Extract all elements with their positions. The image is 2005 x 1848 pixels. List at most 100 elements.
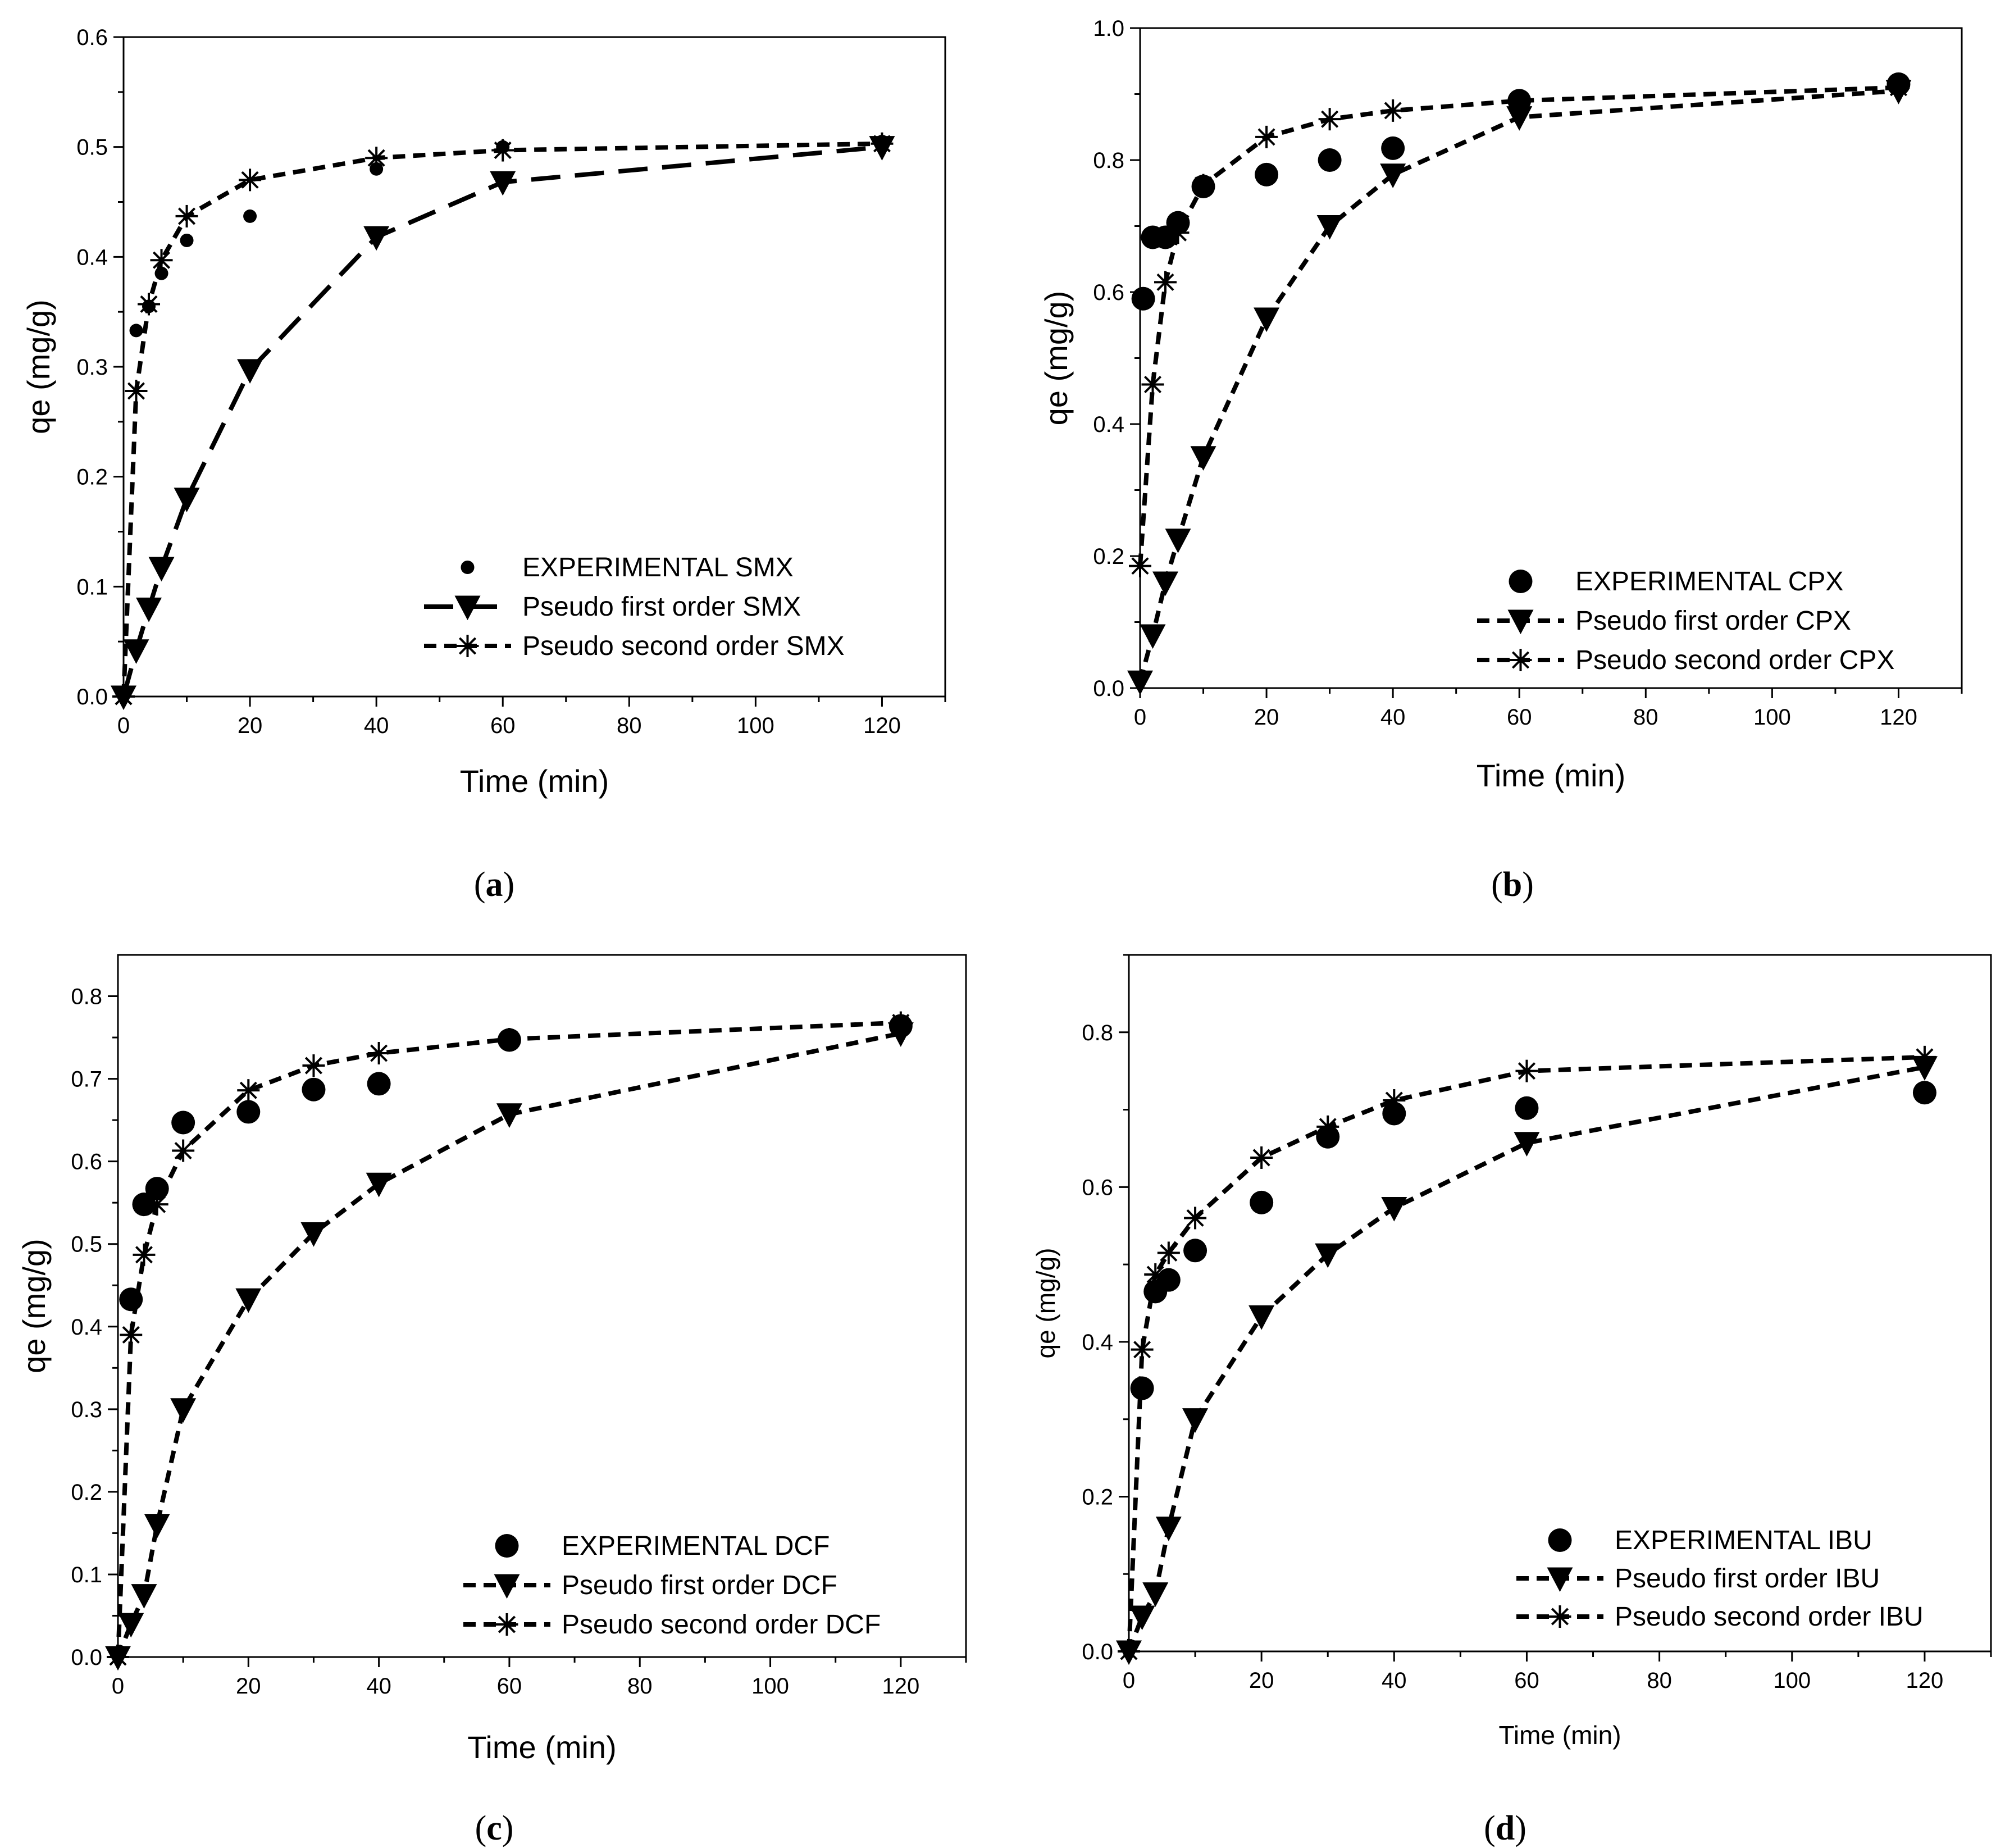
data-point xyxy=(235,1288,262,1313)
series-1 xyxy=(111,136,895,711)
data-point xyxy=(1184,1207,1207,1230)
legend: EXPERIMENTAL SMX Pseudo first order SMX Ps… xyxy=(424,553,845,661)
panel-letter: b xyxy=(1503,866,1522,904)
data-point xyxy=(1506,106,1533,131)
data-point xyxy=(107,1646,129,1668)
x-axis-label: Time (min) xyxy=(1477,758,1625,793)
y-tick-label: 0.0 xyxy=(71,1645,102,1670)
data-point xyxy=(1250,1190,1274,1214)
data-point xyxy=(1166,221,1190,244)
legend-entry: Pseudo second order CPX xyxy=(1575,645,1894,675)
data-point xyxy=(237,1079,260,1102)
legend-marker xyxy=(461,561,475,574)
legend-entry: Pseudo first order CPX xyxy=(1575,606,1851,636)
legend-entry: Pseudo first order DCF xyxy=(562,1571,837,1600)
legend-marker xyxy=(1507,609,1534,635)
y-tick-label: 0.6 xyxy=(1082,1175,1113,1200)
y-tick-label: 0.4 xyxy=(1093,412,1124,437)
x-tick-label: 40 xyxy=(1380,705,1406,730)
legend-marker xyxy=(494,1574,520,1599)
data-point xyxy=(1381,1196,1407,1222)
data-point xyxy=(1318,148,1342,172)
y-axis-label: qe (mg/g) xyxy=(1038,291,1074,426)
data-point xyxy=(123,639,149,664)
data-point xyxy=(1514,1132,1540,1157)
x-tick-label: 80 xyxy=(1633,705,1658,730)
y-tick-label: 0.6 xyxy=(1093,280,1124,305)
legend-entry: EXPERIMENTAL CPX xyxy=(1575,567,1843,597)
data-point xyxy=(243,209,257,223)
y-tick-label: 0.0 xyxy=(76,685,108,709)
legend-entry: Pseudo second order SMX xyxy=(522,631,845,661)
data-point xyxy=(1152,571,1179,597)
y-tick-label: 0.4 xyxy=(71,1315,102,1340)
x-tick-label: 80 xyxy=(617,713,642,738)
panel-label: (b) xyxy=(1491,866,1534,904)
data-point xyxy=(1127,670,1153,695)
legend-entry: Pseudo second order IBU xyxy=(1615,1602,1924,1632)
y-tick-label: 0.1 xyxy=(76,575,108,599)
series-2 xyxy=(107,1011,912,1668)
data-point xyxy=(1183,1239,1207,1263)
plot-frame xyxy=(1128,954,1992,1653)
x-tick-label: 20 xyxy=(236,1674,261,1699)
legend-marker xyxy=(1548,1528,1572,1552)
data-point xyxy=(1157,1241,1180,1264)
panel-label: (c) xyxy=(475,1809,514,1847)
data-point xyxy=(1380,163,1406,188)
y-axis-label: qe (mg/g) xyxy=(1031,1248,1060,1359)
legend-marker xyxy=(456,635,479,657)
data-point xyxy=(1254,307,1280,333)
y-tick-label: 0.8 xyxy=(1082,1021,1113,1045)
y-tick-label: 0.2 xyxy=(1082,1485,1113,1509)
data-point xyxy=(1887,76,1910,99)
y-tick-label: 0.8 xyxy=(1093,148,1124,173)
data-point xyxy=(144,1514,170,1539)
y-axis-label: qe (mg/g) xyxy=(21,299,56,434)
legend-entry: EXPERIMENTAL SMX xyxy=(522,553,794,582)
y-tick-label: 0.4 xyxy=(76,245,108,270)
legend-entry: EXPERIMENTAL DCF xyxy=(562,1531,830,1561)
data-point xyxy=(172,1139,195,1162)
data-point xyxy=(236,1100,261,1124)
y-tick-label: 0.6 xyxy=(76,25,108,50)
data-point xyxy=(1141,373,1164,396)
y-tick-label: 0.0 xyxy=(1082,1640,1113,1664)
legend-marker xyxy=(1547,1567,1573,1592)
data-point xyxy=(1129,554,1151,577)
data-point xyxy=(1383,1089,1406,1112)
data-point xyxy=(1142,1582,1169,1607)
data-point xyxy=(1129,1605,1155,1631)
plot-frame xyxy=(117,954,967,1658)
data-point xyxy=(302,1054,325,1077)
legend-marker xyxy=(454,595,481,621)
x-axis-label: Time (min) xyxy=(1498,1720,1621,1750)
series-line xyxy=(1138,85,1899,566)
series-line xyxy=(121,144,882,698)
data-point xyxy=(170,1398,197,1423)
x-tick-label: 100 xyxy=(751,1674,789,1699)
data-point xyxy=(1508,89,1531,112)
x-tick-label: 0 xyxy=(117,713,130,738)
x-tick-label: 0 xyxy=(112,1674,124,1699)
y-tick-label: 0.1 xyxy=(71,1563,102,1587)
x-tick-label: 60 xyxy=(497,1674,522,1699)
legend-entry: Pseudo first order IBU xyxy=(1615,1564,1880,1594)
data-point xyxy=(1144,1263,1167,1286)
data-point xyxy=(118,1613,144,1638)
chart-panel-b: 0 20 40 60 80 100 120 0.0 0.2 0.4 0.6 0.8 1.0 Time (m… xyxy=(1038,16,1963,904)
legend: EXPERIMENTAL IBU Pseudo first order IBU Ps… xyxy=(1516,1526,1924,1632)
data-point xyxy=(237,359,263,384)
x-tick-label: 120 xyxy=(882,1674,919,1699)
legend-entry: Pseudo first order SMX xyxy=(522,592,801,622)
data-point xyxy=(138,293,161,316)
data-point xyxy=(171,1110,195,1135)
x-tick-label: 20 xyxy=(1249,1668,1274,1693)
data-point xyxy=(367,1042,390,1064)
series-line xyxy=(1127,1064,1925,1653)
panel-label: (a) xyxy=(474,866,514,904)
series-line xyxy=(1138,88,1899,682)
data-point xyxy=(1190,446,1216,471)
y-tick-label: 0.5 xyxy=(76,135,108,160)
